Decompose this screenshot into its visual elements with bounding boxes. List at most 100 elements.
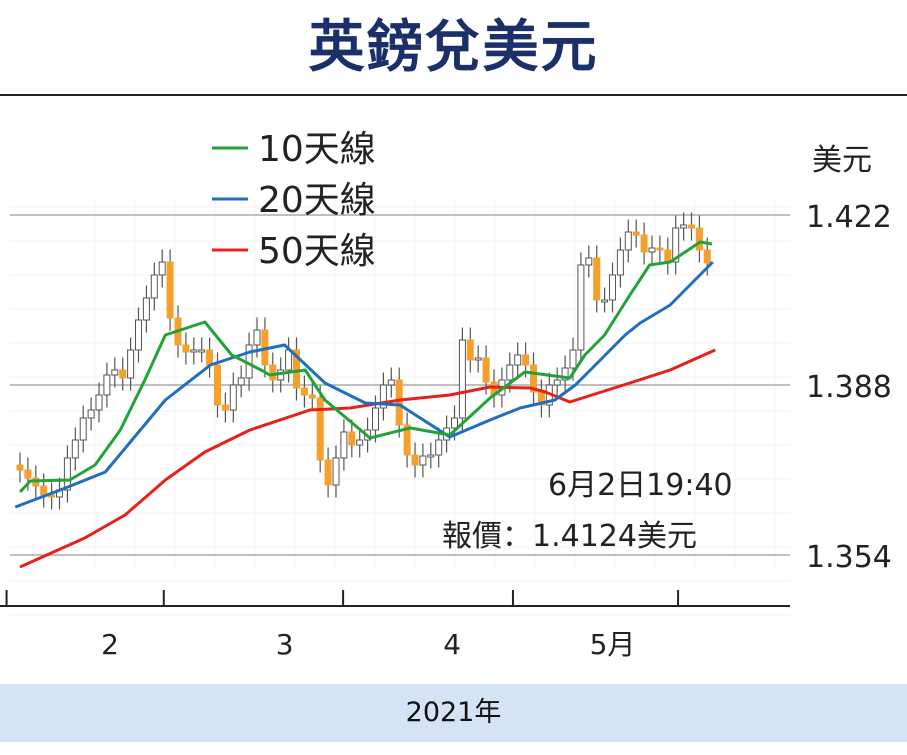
candle-bullish (648, 247, 656, 253)
candle-bearish (16, 464, 24, 471)
candle-bearish (119, 369, 127, 379)
candle-bullish (419, 455, 427, 466)
legend-label-ma50: 50天線 (258, 231, 376, 272)
y-tick-label: 1.354 (806, 540, 892, 575)
candle-bullish (451, 417, 458, 429)
annotation-time: 6月2日19:40 (548, 468, 733, 503)
ma50-line (19, 348, 716, 569)
candle-bearish (24, 469, 32, 479)
candle-bullish (356, 439, 364, 446)
candle-bearish (482, 357, 490, 383)
candle-bullish (150, 274, 158, 299)
candle-bullish (616, 249, 624, 276)
candle-bearish (348, 431, 356, 446)
candle-bullish (585, 257, 593, 266)
unit-label: 美元 (812, 143, 872, 178)
candle-bearish (206, 349, 214, 366)
candle-bearish (300, 387, 308, 396)
candle-bearish (293, 349, 300, 389)
y-tick-label: 1.422 (806, 200, 892, 235)
candle-bullish (387, 379, 395, 386)
gridlines (10, 200, 790, 616)
candle-bullish (71, 439, 79, 459)
candle-bullish (569, 349, 577, 369)
candle-bullish (111, 369, 119, 376)
candle-bullish (237, 377, 245, 386)
month-label: 3 (276, 628, 294, 661)
candle-bullish (79, 417, 87, 441)
candle-bullish (427, 454, 435, 458)
candle-bullish (229, 384, 237, 411)
candle-bearish (640, 234, 648, 253)
candle-bearish (324, 459, 332, 486)
ma20-line (14, 260, 714, 509)
candle-bullish (474, 357, 482, 361)
candle-bearish (182, 344, 190, 353)
candle-bullish (514, 354, 522, 366)
candle-bullish (340, 431, 348, 459)
candle-bullish (127, 349, 135, 379)
candle-bearish (466, 339, 474, 361)
candle-bullish (601, 299, 609, 303)
legend: 10天線 20天線 50天線 (212, 129, 376, 272)
candle-bearish (166, 261, 174, 319)
candle-bullish (198, 349, 206, 353)
candle-bullish (680, 224, 688, 229)
candle-bullish (506, 364, 514, 381)
legend-label-ma10: 10天線 (258, 129, 376, 170)
candle-bullish (190, 349, 198, 353)
y-tick-label: 1.388 (806, 370, 892, 405)
candle-bullish (63, 457, 71, 491)
month-label: 5月 (590, 628, 636, 661)
candle-bullish (458, 339, 466, 419)
candle-bearish (688, 224, 695, 229)
candle-bullish (158, 261, 166, 276)
candle-bearish (395, 379, 403, 426)
annotation-price: 報價：1.4124美元 (442, 519, 697, 554)
candle-bullish (103, 374, 111, 396)
x-axis: 2 3 4 5月 (5, 590, 680, 661)
candle-bearish (695, 227, 703, 251)
candle-bullish (332, 457, 340, 486)
candle-bearish (316, 397, 324, 461)
y-axis-labels: 1.422 1.388 1.354 (806, 200, 892, 575)
candle-bearish (664, 249, 672, 263)
candle-bullish (561, 367, 569, 381)
candle-bullish (253, 329, 261, 346)
candle-bearish (269, 364, 277, 381)
chart-title: 英鎊兌美元 (308, 15, 599, 80)
candle-bullish (87, 409, 95, 419)
candle-bearish (221, 404, 229, 411)
candle-bullish (609, 274, 616, 301)
candle-bullish (142, 297, 150, 321)
candles (16, 212, 711, 510)
candle-bearish (703, 249, 711, 264)
candle-bullish (285, 349, 293, 371)
month-label: 2 (101, 628, 119, 661)
moving-average-lines (14, 240, 716, 569)
candle-bearish (593, 257, 601, 301)
candle-bullish (624, 231, 632, 251)
legend-label-ma20: 20天線 (258, 180, 376, 221)
candle-bullish (672, 227, 680, 263)
candle-bearish (632, 231, 640, 236)
candle-bullish (95, 394, 103, 411)
candle-bearish (530, 364, 537, 393)
month-label: 4 (443, 628, 461, 661)
candle-bearish (522, 354, 530, 366)
x-axis-title: 2021年 (0, 684, 907, 742)
candle-bullish (435, 439, 443, 456)
candle-bullish (135, 319, 142, 351)
candle-bearish (214, 364, 221, 406)
candle-bullish (577, 264, 585, 351)
candle-bearish (308, 394, 316, 399)
candle-bearish (40, 485, 48, 496)
candle-bullish (553, 379, 561, 386)
candle-bearish (403, 424, 411, 456)
candle-bearish (411, 454, 419, 466)
candle-bearish (656, 247, 664, 251)
candle-bullish (372, 407, 379, 431)
candle-bullish (379, 384, 387, 409)
ma10-line (18, 240, 713, 494)
